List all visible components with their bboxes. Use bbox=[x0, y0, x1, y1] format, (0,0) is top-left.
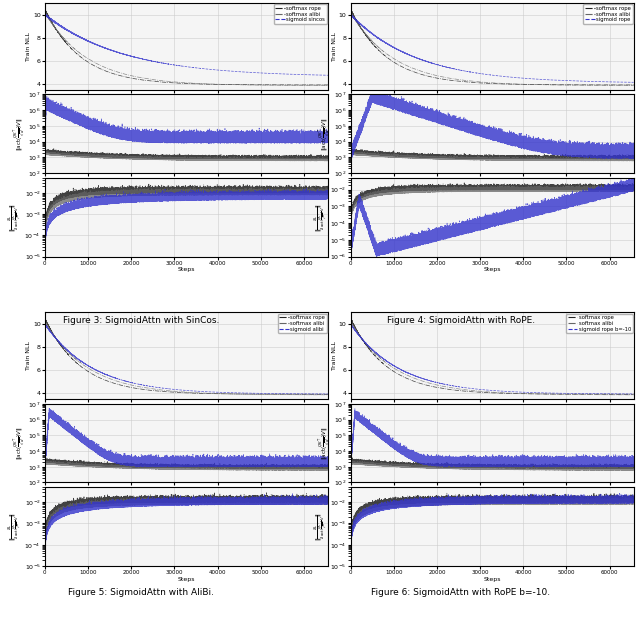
Y-axis label: $\|\mathrm{act}(\frac{QK^\top}{\sqrt{d}})V\|$: $\|\mathrm{act}(\frac{QK^\top}{\sqrt{d}}… bbox=[318, 117, 332, 151]
Y-axis label: $\|\frac{\partial L}{\partial\,\mathrm{act}(\frac{QK^\top}{\sqrt{d}})V}\|$: $\|\frac{\partial L}{\partial\,\mathrm{a… bbox=[7, 513, 23, 541]
Legend: softmax rope, softmax alibi, sigmoid alibi: softmax rope, softmax alibi, sigmoid ali… bbox=[278, 313, 327, 333]
Legend: softmax rope, softmax alibi, sigmoid sincos: softmax rope, softmax alibi, sigmoid sin… bbox=[274, 4, 327, 24]
Y-axis label: $\|\frac{\partial L}{\partial\,\mathrm{act}(\frac{QK^\top}{\sqrt{d}})V}\|$: $\|\frac{\partial L}{\partial\,\mathrm{a… bbox=[312, 513, 329, 541]
Text: Figure 4: SigmoidAttn with RoPE.: Figure 4: SigmoidAttn with RoPE. bbox=[387, 316, 535, 325]
Y-axis label: Train NLL: Train NLL bbox=[332, 32, 337, 61]
Legend: softmax rope, softmax alibi, sigmoid rope: softmax rope, softmax alibi, sigmoid rop… bbox=[584, 4, 632, 24]
Y-axis label: Train NLL: Train NLL bbox=[332, 341, 337, 370]
X-axis label: Steps: Steps bbox=[483, 267, 501, 272]
Text: Figure 3: SigmoidAttn with SinCos.: Figure 3: SigmoidAttn with SinCos. bbox=[63, 316, 219, 325]
X-axis label: Steps: Steps bbox=[483, 577, 501, 582]
Text: Figure 5: SigmoidAttn with AliBi.: Figure 5: SigmoidAttn with AliBi. bbox=[68, 588, 214, 597]
Legend: softmax rope, softmax alibi, sigmoid rope b=-10: softmax rope, softmax alibi, sigmoid rop… bbox=[566, 313, 632, 333]
Text: Figure 6: SigmoidAttn with RoPE b=-10.: Figure 6: SigmoidAttn with RoPE b=-10. bbox=[371, 588, 550, 597]
X-axis label: Steps: Steps bbox=[177, 577, 195, 582]
Y-axis label: Train NLL: Train NLL bbox=[26, 32, 31, 61]
Y-axis label: $\|\mathrm{act}(\frac{QK^\top}{\sqrt{d}})V\|$: $\|\mathrm{act}(\frac{QK^\top}{\sqrt{d}}… bbox=[13, 117, 27, 151]
X-axis label: Steps: Steps bbox=[177, 267, 195, 272]
Y-axis label: $\|\mathrm{act}(\frac{QK^\top}{\sqrt{d}})V\|$: $\|\mathrm{act}(\frac{QK^\top}{\sqrt{d}}… bbox=[13, 427, 27, 460]
Y-axis label: Train NLL: Train NLL bbox=[26, 341, 31, 370]
Y-axis label: $\|\frac{\partial L}{\partial\,\mathrm{act}(\frac{QK^\top}{\sqrt{d}})V}\|$: $\|\frac{\partial L}{\partial\,\mathrm{a… bbox=[312, 203, 329, 232]
Y-axis label: $\|\mathrm{act}(\frac{QK^\top}{\sqrt{d}})V\|$: $\|\mathrm{act}(\frac{QK^\top}{\sqrt{d}}… bbox=[318, 427, 332, 460]
Y-axis label: $\|\frac{\partial L}{\partial\,\mathrm{act}(\frac{QK^\top}{\sqrt{d}})V}\|$: $\|\frac{\partial L}{\partial\,\mathrm{a… bbox=[7, 203, 23, 232]
